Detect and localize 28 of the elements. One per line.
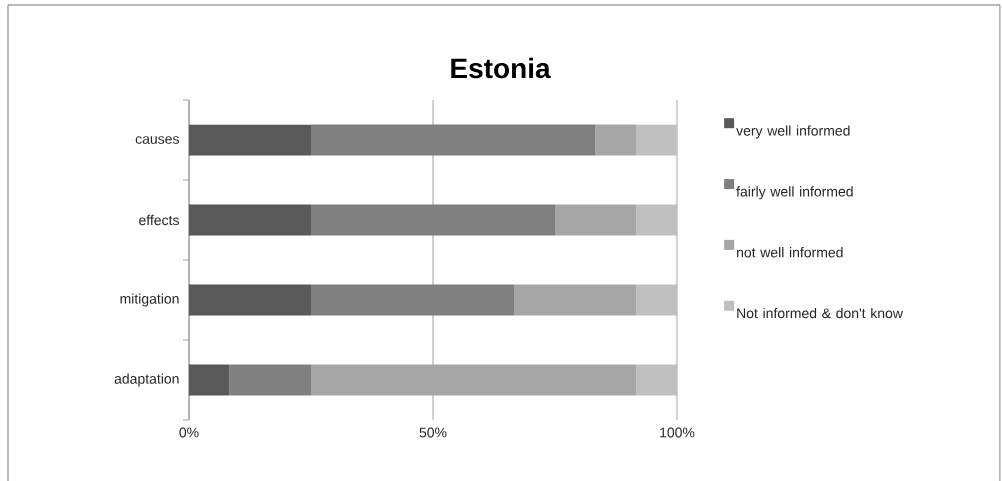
bar [189,364,230,396]
bar [636,204,677,236]
y-tick-label: effects [139,214,179,226]
bar [189,204,311,236]
bar [189,284,311,316]
bar [229,364,311,396]
x-tick-label: 0% [179,427,199,438]
y-tick-label: adaptation [114,373,179,387]
y-tick-label: mitigation [120,293,179,307]
bar [595,124,637,156]
bar [311,204,555,236]
x-tick-label: 50% [419,427,447,438]
legend-label: Not informed & don't know [737,307,903,319]
bar [555,204,637,236]
bar [636,124,677,156]
bar [636,284,677,316]
y-tick-label: causes [135,136,179,144]
bar [311,284,515,316]
legend-label: fairly well informed [736,186,853,200]
chart-title: Estonia [451,57,551,79]
bar [189,124,311,156]
x-tick-label: 100% [660,427,695,438]
legend-label: not well informed [737,247,843,258]
bar [311,124,596,156]
legend-label: very well informed [736,125,850,139]
bar [514,284,637,316]
bar [311,364,637,396]
bar [636,364,677,396]
